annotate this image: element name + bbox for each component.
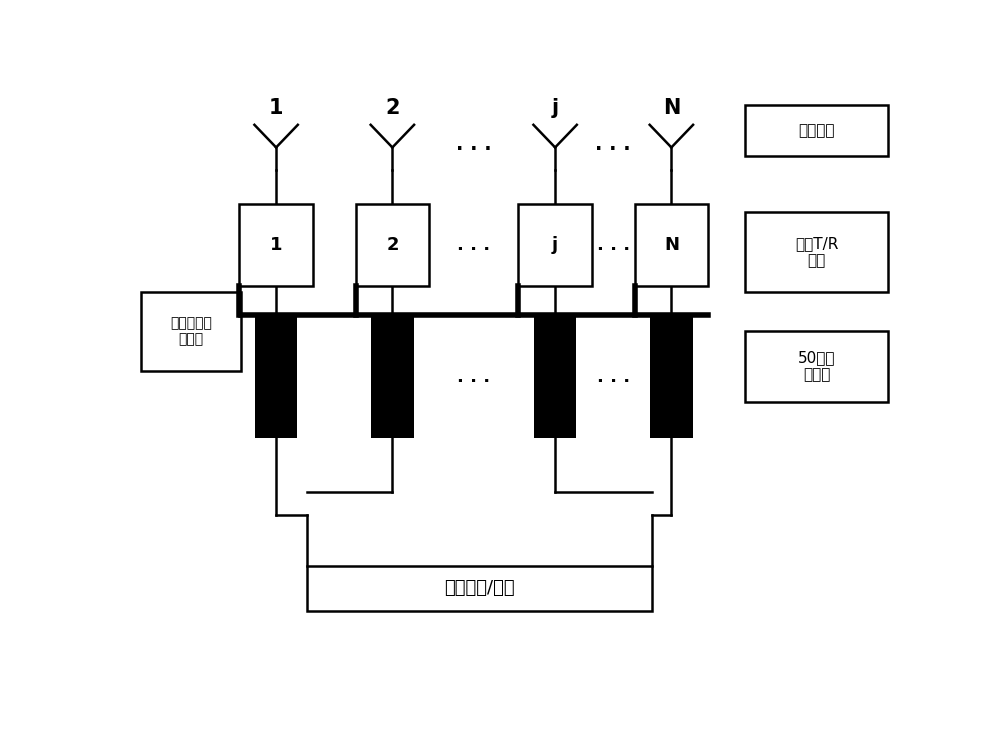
Text: 2: 2	[385, 98, 400, 118]
Bar	[745, 331, 888, 401]
Text: . . .: . . .	[595, 135, 631, 154]
Bar	[745, 105, 888, 156]
Text: N: N	[664, 236, 679, 254]
Text: 馈电网络/负载: 馈电网络/负载	[444, 579, 515, 597]
Text: 1: 1	[269, 98, 283, 118]
Text: j: j	[552, 98, 559, 118]
Text: 现场可编程
门阵列: 现场可编程 门阵列	[170, 316, 212, 346]
Bar	[518, 204, 592, 286]
Bar	[307, 566, 652, 611]
Bar	[140, 291, 241, 371]
Bar	[239, 204, 313, 286]
Text: 天线阵列: 天线阵列	[798, 123, 835, 138]
Text: 2: 2	[386, 236, 399, 254]
Text: 50欧姆
同轴线: 50欧姆 同轴线	[798, 350, 835, 382]
Bar	[534, 316, 576, 438]
Bar	[650, 316, 693, 438]
Bar	[745, 212, 888, 291]
Bar	[371, 316, 414, 438]
Text: 1: 1	[270, 236, 282, 254]
Text: . . .: . . .	[457, 236, 490, 254]
Bar	[255, 316, 297, 438]
Bar	[635, 204, 708, 286]
Text: . . .: . . .	[597, 236, 630, 254]
Text: . . .: . . .	[457, 368, 490, 386]
Bar	[356, 204, 429, 286]
Text: j: j	[552, 236, 558, 254]
Text: . . .: . . .	[597, 368, 630, 386]
Text: N: N	[663, 98, 680, 118]
Text: . . .: . . .	[456, 135, 492, 154]
Text: 四维T/R
组件: 四维T/R 组件	[795, 236, 838, 268]
